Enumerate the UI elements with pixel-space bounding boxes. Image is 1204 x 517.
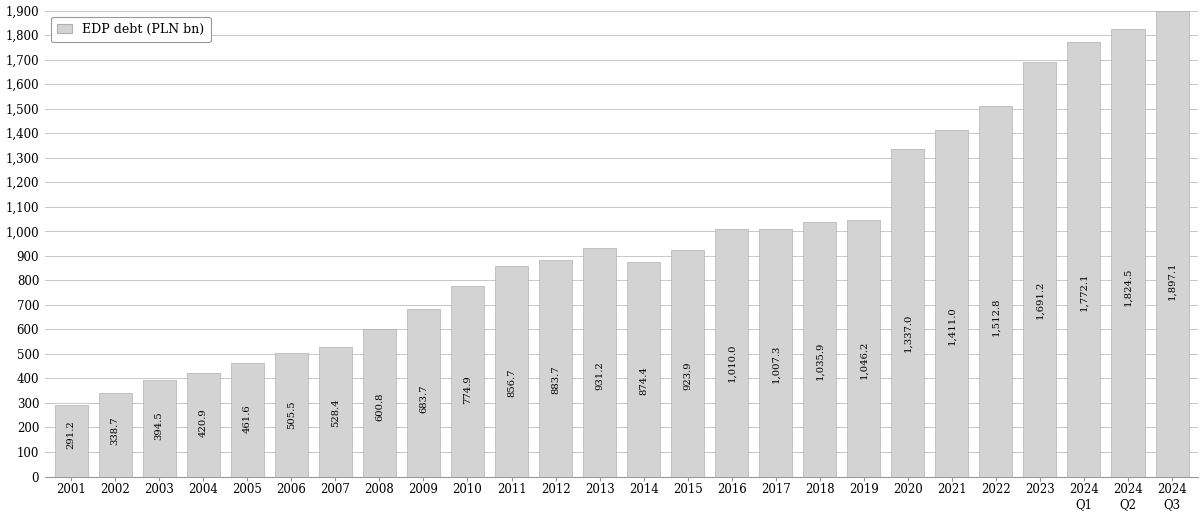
Text: 420.9: 420.9 (199, 408, 208, 437)
Bar (495, 266, 529, 477)
Text: 1,691.2: 1,691.2 (1035, 281, 1044, 319)
Bar (627, 262, 660, 477)
Bar (760, 230, 792, 477)
Text: 291.2: 291.2 (66, 421, 76, 449)
Bar (803, 222, 837, 477)
Text: 528.4: 528.4 (331, 399, 340, 427)
Bar (539, 260, 572, 477)
Text: 1,035.9: 1,035.9 (815, 342, 825, 380)
Bar (715, 229, 748, 477)
Text: 874.4: 874.4 (639, 366, 648, 395)
Bar (1068, 42, 1100, 477)
Legend: EDP debt (PLN bn): EDP debt (PLN bn) (51, 17, 211, 42)
Bar (848, 220, 880, 477)
Bar (143, 380, 176, 477)
Text: 923.9: 923.9 (683, 362, 692, 390)
Text: 1,512.8: 1,512.8 (991, 297, 1001, 336)
Text: 883.7: 883.7 (551, 366, 560, 394)
Bar (936, 130, 968, 477)
Bar (583, 248, 616, 477)
Bar (407, 309, 439, 477)
Text: 1,772.1: 1,772.1 (1080, 273, 1088, 311)
Bar (1156, 11, 1188, 477)
Bar (979, 105, 1013, 477)
Text: 1,824.5: 1,824.5 (1123, 268, 1133, 307)
Bar (452, 286, 484, 477)
Bar (891, 148, 925, 477)
Text: 683.7: 683.7 (419, 384, 427, 413)
Text: 1,046.2: 1,046.2 (860, 341, 868, 379)
Text: 774.9: 774.9 (464, 375, 472, 404)
Bar (99, 393, 131, 477)
Text: 1,337.0: 1,337.0 (903, 313, 913, 352)
Text: 505.5: 505.5 (287, 401, 296, 430)
Bar (187, 373, 220, 477)
Text: 931.2: 931.2 (595, 361, 604, 390)
Text: 1,007.3: 1,007.3 (772, 344, 780, 383)
Bar (1023, 62, 1056, 477)
Text: 1,897.1: 1,897.1 (1168, 261, 1176, 300)
Bar (362, 329, 396, 477)
Bar (275, 353, 308, 477)
Text: 856.7: 856.7 (507, 368, 517, 397)
Bar (54, 405, 88, 477)
Bar (231, 363, 264, 477)
Text: 1,010.0: 1,010.0 (727, 344, 736, 383)
Text: 394.5: 394.5 (155, 411, 164, 440)
Text: 461.6: 461.6 (243, 405, 252, 433)
Bar (1111, 29, 1145, 477)
Bar (319, 347, 352, 477)
Text: 338.7: 338.7 (111, 416, 119, 445)
Bar (671, 250, 704, 477)
Text: 1,411.0: 1,411.0 (948, 306, 956, 345)
Text: 600.8: 600.8 (374, 392, 384, 420)
